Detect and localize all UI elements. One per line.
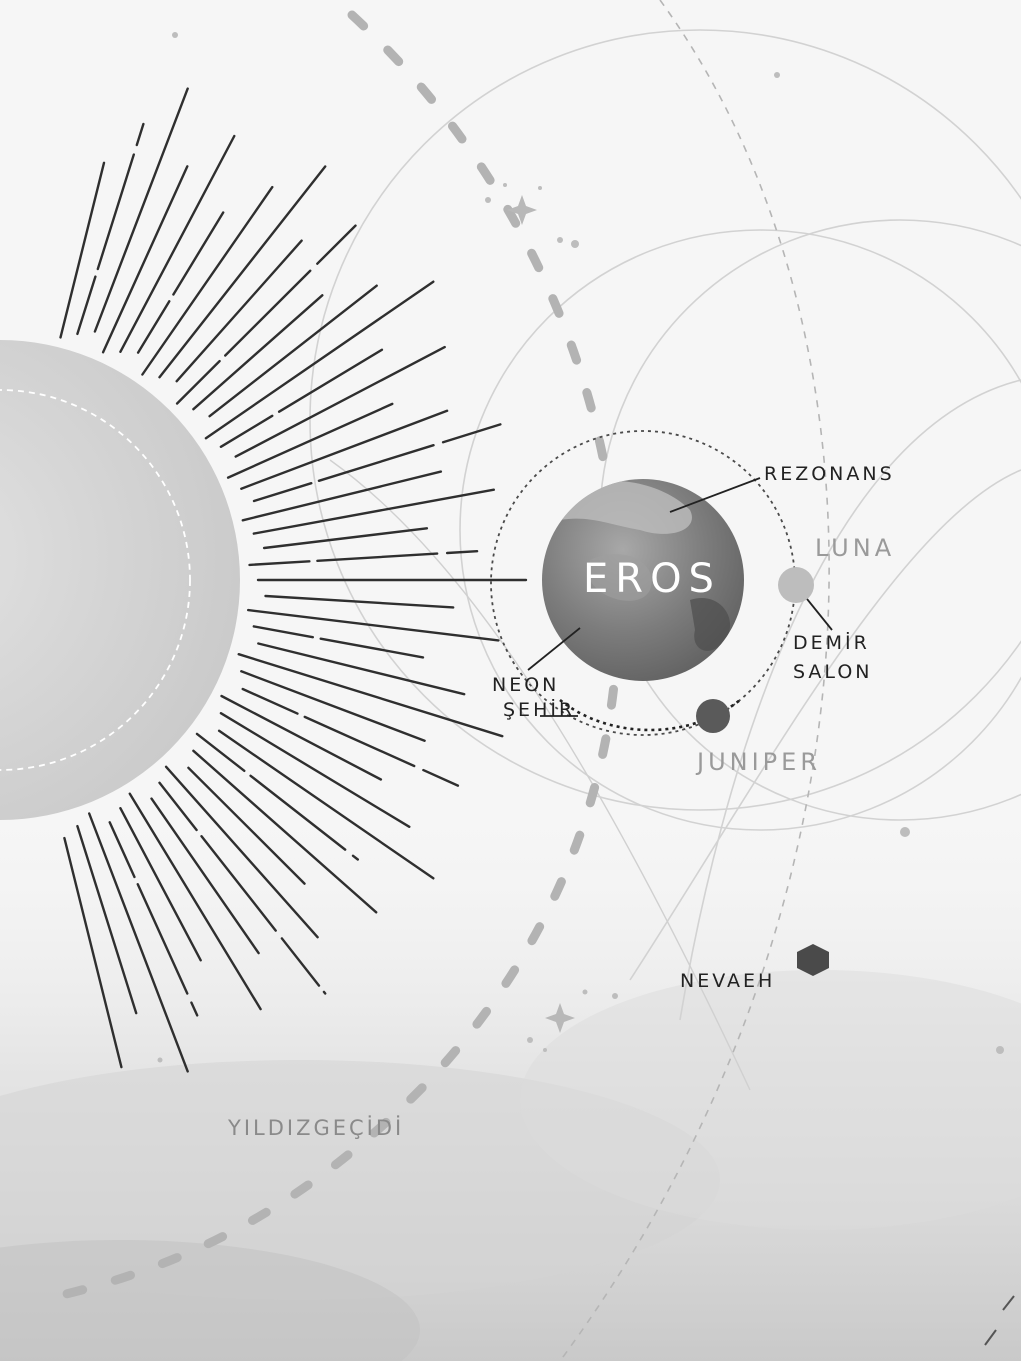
sun-ray bbox=[141, 185, 274, 376]
planet-label-eros[interactable]: EROS bbox=[583, 556, 721, 602]
sun-ray bbox=[59, 161, 106, 339]
sparkle-star-icon bbox=[507, 195, 537, 225]
luna-moon bbox=[778, 567, 814, 603]
sun bbox=[0, 340, 240, 820]
place-label-rezonans[interactable]: REZONANS bbox=[764, 463, 895, 485]
place-label-demir-line2[interactable]: SALON bbox=[793, 661, 873, 683]
orbit-rings bbox=[309, 29, 1021, 1021]
sun-ray bbox=[76, 824, 138, 1015]
sun-ray bbox=[192, 294, 324, 411]
sun-ray bbox=[204, 280, 435, 440]
sun-ray bbox=[158, 781, 327, 995]
sun-ray bbox=[240, 409, 449, 490]
sparkle-star-icon bbox=[545, 1003, 575, 1033]
sun-ray bbox=[257, 642, 466, 696]
sun-ray bbox=[248, 550, 479, 567]
sun-orbit-ring bbox=[0, 389, 191, 771]
sun-ray bbox=[208, 284, 378, 418]
sun-ray bbox=[219, 344, 390, 448]
sun-ray bbox=[252, 422, 504, 503]
sun-ray bbox=[241, 470, 443, 522]
sun-ray bbox=[234, 345, 446, 458]
sun-ray bbox=[240, 670, 426, 742]
gate-label-yildizgecidi[interactable]: YILDIZGEÇİDİ bbox=[228, 1116, 405, 1140]
sun-ray bbox=[87, 812, 189, 1073]
sun-ray bbox=[128, 792, 262, 1011]
hexagon-planet-icon bbox=[797, 944, 829, 976]
sun-ray bbox=[119, 807, 202, 962]
yildizgecidi-arc bbox=[35, 10, 623, 1305]
sun-ray bbox=[158, 165, 327, 379]
cloud bbox=[520, 970, 1021, 1230]
moon-label-juniper[interactable]: JUNIPER bbox=[697, 748, 821, 776]
eros-terrain bbox=[560, 480, 731, 651]
sun-ray bbox=[241, 687, 460, 787]
sun-ray bbox=[252, 488, 495, 535]
sun-ray bbox=[175, 239, 303, 383]
sun-ray bbox=[219, 712, 411, 828]
sun-ray bbox=[175, 224, 357, 405]
sun-ray bbox=[63, 836, 123, 1069]
sun-ray bbox=[237, 653, 504, 738]
star-dust bbox=[157, 32, 1004, 1063]
sun-ray bbox=[101, 165, 189, 354]
leader-lines bbox=[527, 477, 833, 717]
sun-ray bbox=[93, 87, 189, 333]
sun-ray bbox=[217, 729, 435, 880]
cloud bbox=[0, 1240, 420, 1361]
sun-ray bbox=[150, 797, 260, 955]
juniper-moon bbox=[696, 699, 730, 733]
sun-ray bbox=[195, 732, 359, 861]
sun-ray bbox=[262, 527, 429, 550]
sun-ray bbox=[76, 122, 145, 336]
sun-ray bbox=[246, 608, 500, 642]
corner-ticks bbox=[984, 1295, 1015, 1346]
place-label-neon-line1[interactable]: NEON bbox=[492, 674, 560, 696]
sun-ray bbox=[108, 821, 199, 1017]
sun-ray bbox=[220, 694, 383, 781]
sun-ray bbox=[187, 766, 306, 885]
sun-ray bbox=[192, 749, 378, 914]
moon-label-luna[interactable]: LUNA bbox=[815, 534, 896, 562]
dashed-orbit bbox=[559, 0, 830, 1361]
place-label-demir-line1[interactable]: DEMİR bbox=[793, 632, 870, 654]
sun-ray bbox=[119, 134, 236, 353]
sun-ray bbox=[164, 765, 319, 939]
sun-ray bbox=[226, 402, 394, 479]
sun-ray bbox=[252, 625, 425, 659]
place-label-neon-line2[interactable]: ŞEHİR bbox=[503, 699, 576, 721]
sun-ray bbox=[136, 211, 225, 354]
sun-rays bbox=[59, 87, 528, 1073]
sun-ray bbox=[264, 594, 455, 609]
planet-label-nevaeh[interactable]: NEVAEH bbox=[680, 970, 776, 992]
